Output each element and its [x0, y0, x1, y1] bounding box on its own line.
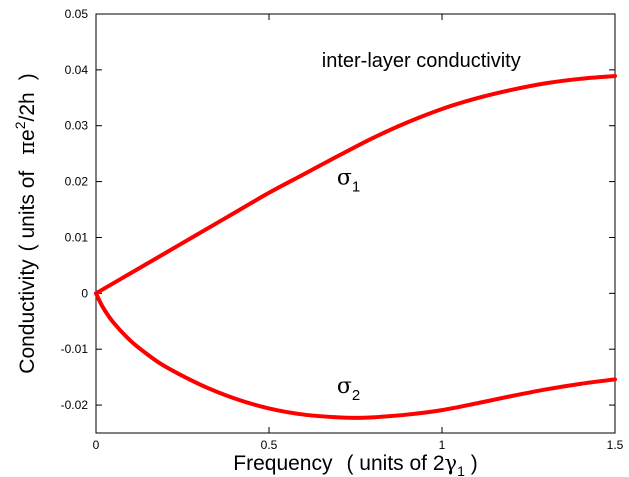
y-axis-label-greek: π	[15, 141, 39, 155]
y-axis-label-sup: 2	[12, 121, 28, 129]
y-tick-label: 0.01	[65, 230, 89, 244]
annotation-greek: σ	[337, 165, 352, 190]
y-tick-label: -0.01	[61, 342, 89, 356]
x-axis-label-sub: 1	[457, 463, 465, 477]
annotation-sub: 1	[352, 178, 360, 195]
y-tick-label: -0.02	[61, 398, 89, 412]
annotation-2: σ1	[337, 165, 360, 195]
x-tick-label: 0.5	[261, 438, 278, 452]
series-line-2	[94, 291, 617, 420]
x-axis-label-greek: γ	[445, 451, 458, 475]
y-axis-label-mid: e	[16, 129, 39, 141]
y-tick-label: 0.02	[65, 175, 89, 189]
x-tick-label: 1	[439, 438, 446, 452]
series-line-1	[94, 74, 617, 296]
y-axis-label: Conductivity ( units of πe2/2h)	[12, 73, 39, 373]
y-tick-label: 0	[81, 286, 88, 300]
annotation-sub: 2	[352, 387, 360, 404]
y-tick-label: 0.03	[65, 119, 89, 133]
y-axis-label-units: ( units of	[16, 171, 39, 252]
y-axis-label-close: )	[16, 73, 39, 80]
x-tick-label: 1.5	[607, 438, 624, 452]
y-axis-label-main: Conductivity	[16, 259, 39, 374]
annotation-greek: σ	[337, 374, 352, 399]
x-tick-label: 0	[93, 438, 100, 452]
y-tick-label: 0.05	[65, 7, 89, 21]
x-axis-label-units: ( units of 2	[346, 452, 444, 475]
x-axis-label-close: )	[465, 452, 478, 475]
series-layer	[94, 74, 617, 420]
x-axis-label: Frequency ( units of 2γ1 )	[233, 451, 477, 477]
plot-area	[95, 13, 616, 434]
y-axis-label-tail: /2h	[16, 92, 39, 121]
axis-tick-labels: 0 0.5 1 1.5 -0.02 -0.01 0 0.01 0.02 0.03 0.04 0.05	[61, 7, 624, 452]
annotation-1: inter-layer conductivity	[322, 50, 521, 72]
x-axis-label-main: Frequency	[233, 452, 333, 475]
annotation-3: σ2	[337, 374, 360, 404]
y-tick-label: 0.04	[65, 63, 89, 77]
